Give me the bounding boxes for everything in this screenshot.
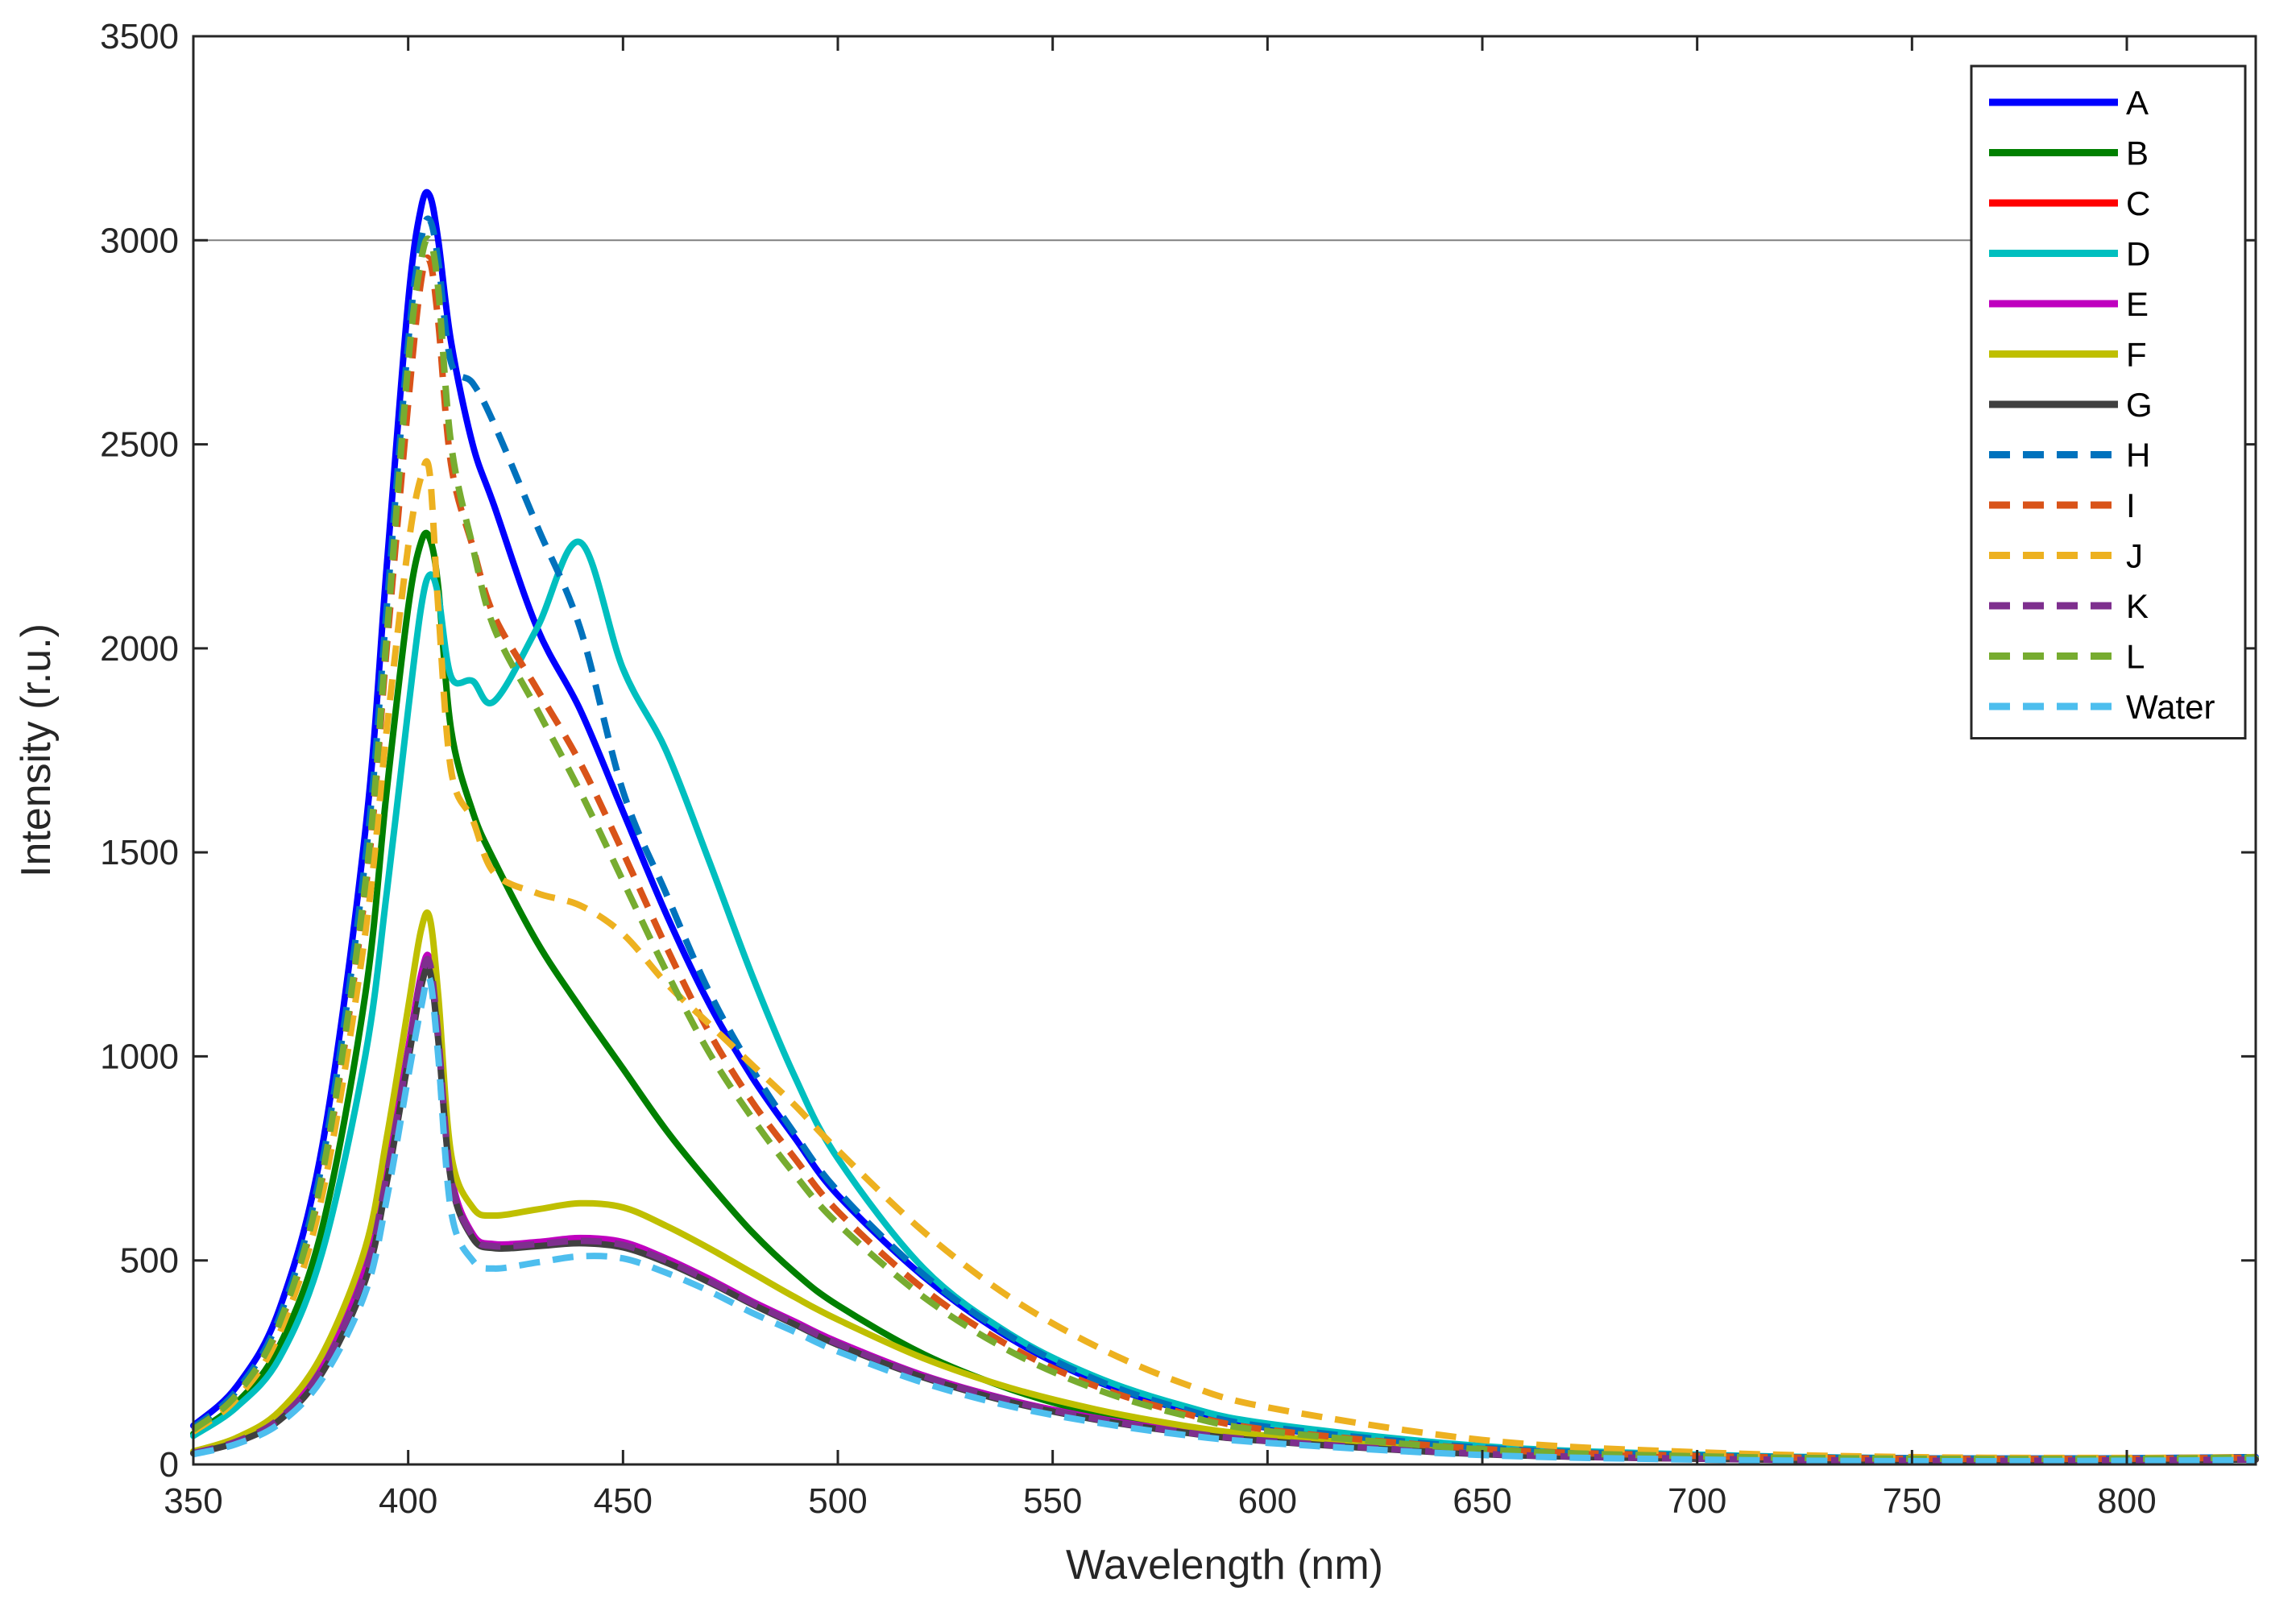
x-tick-label: 600 [1238, 1481, 1297, 1521]
x-tick-label: 450 [594, 1481, 653, 1521]
x-axis-title: Wavelength (nm) [1066, 1542, 1383, 1589]
legend-label-water: Water [2126, 688, 2215, 726]
legend-label-f: F [2126, 336, 2147, 374]
y-tick-label: 1500 [100, 833, 179, 872]
legend-label-c: C [2126, 184, 2150, 222]
y-tick-label: 500 [120, 1241, 179, 1281]
legend-label-a: A [2126, 84, 2149, 122]
y-tick-label: 3000 [100, 221, 179, 260]
x-tick-label: 550 [1023, 1481, 1082, 1521]
x-tick-label: 700 [1668, 1481, 1726, 1521]
legend-label-i: I [2126, 487, 2136, 524]
x-tick-label: 750 [1883, 1481, 1942, 1521]
y-tick-label: 0 [160, 1445, 179, 1485]
y-tick-label: 2500 [100, 425, 179, 465]
legend-label-e: E [2126, 285, 2149, 323]
y-axis-title: Intensity (r.u.) [13, 623, 60, 877]
legend-label-j: J [2126, 537, 2143, 575]
x-tick-label: 650 [1453, 1481, 1511, 1521]
x-tick-label: 500 [808, 1481, 867, 1521]
legend-label-b: B [2126, 135, 2149, 172]
plot-frame [192, 35, 2257, 1466]
legend-label-k: K [2126, 587, 2149, 625]
legend-label-h: H [2126, 437, 2150, 474]
x-tick-label: 350 [164, 1481, 222, 1521]
y-tick-label: 2000 [100, 629, 179, 669]
series-line-water [193, 973, 2257, 1464]
y-tick-label: 1000 [100, 1037, 179, 1076]
ticks-group: 350 400 450 500 550 600 650 700 750 800 0 500 1000 15… [100, 17, 2256, 1521]
legend-label-l: L [2126, 638, 2145, 676]
series-group [190, 188, 2259, 1464]
y-tick-label: 3500 [100, 17, 179, 56]
series-line-j [191, 458, 2257, 1461]
x-tick-label: 400 [379, 1481, 437, 1521]
legend-label-g: G [2126, 386, 2153, 424]
series-line-l [191, 235, 2257, 1463]
legend-label-d: D [2126, 235, 2150, 273]
x-tick-label: 800 [2097, 1481, 2156, 1521]
